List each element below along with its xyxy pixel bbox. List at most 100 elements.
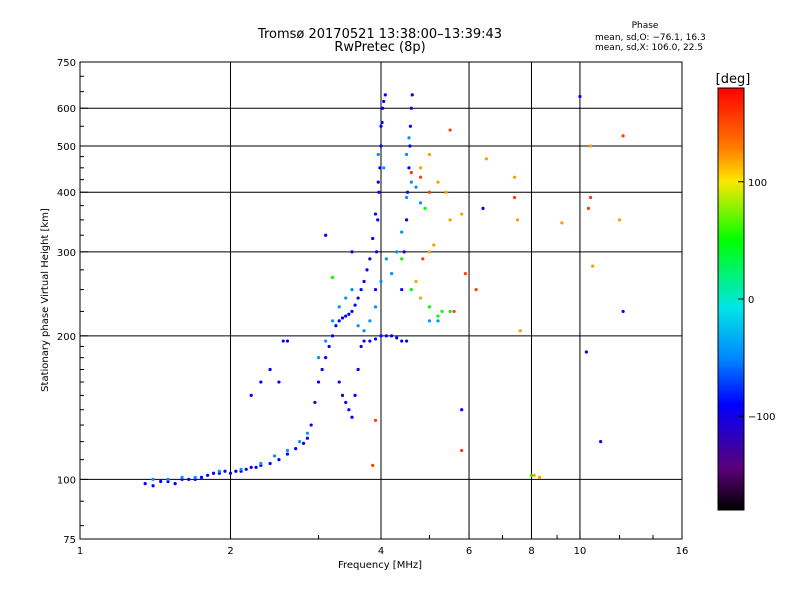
data-point [378,166,382,170]
data-point [259,380,263,384]
colorbar-tick-label: −100 [748,412,775,423]
data-point [371,463,375,467]
data-point [395,336,399,340]
data-point [199,475,204,479]
data-point [395,250,399,254]
data-point [408,144,412,148]
data-point [414,185,418,189]
data-point [404,339,409,343]
data-point [404,218,409,222]
data-point [407,136,411,140]
data-point [320,367,324,372]
y-tick-label: 500 [57,142,76,153]
data-point [584,350,588,354]
data-point [375,250,379,254]
data-point [368,319,372,323]
data-point [268,367,272,372]
data-point [365,268,369,272]
data-point [418,296,423,300]
data-point [340,316,345,320]
data-point [409,180,413,184]
x-axis-label: Frequency [MHz] [338,560,422,571]
data-point [376,180,380,184]
data-point [621,309,625,314]
data-point [305,436,309,440]
data-point [324,233,328,237]
data-point [402,250,406,254]
data-point [380,120,384,125]
data-point [423,206,427,210]
data-point [436,180,440,184]
data-point [448,128,452,132]
data-point [382,166,386,170]
data-point [344,400,348,405]
colorbar-tick-label: 0 [748,295,754,306]
data-point [427,305,432,309]
chart-subtitle: RwPretec (8p) [334,40,426,55]
data-point [356,367,360,372]
data-point [418,201,423,205]
colorbar-label: [deg] [716,72,751,87]
data-point [362,329,366,333]
data-point [591,264,595,268]
data-point [254,465,258,469]
data-point [379,334,383,338]
data-point [599,440,603,444]
data-point [376,218,380,222]
data-point [353,393,357,398]
data-point [421,257,425,261]
data-point [432,243,436,247]
phase-stats-o: mean, sd,O: −76.1, 16.3 [595,33,706,43]
data-point [272,454,277,458]
data-point [330,319,335,323]
data-point [277,380,281,384]
data-point [409,106,413,110]
data-point [259,461,263,466]
data-point [409,287,413,292]
data-point [347,312,351,316]
data-point [427,152,432,157]
x-tick-label: 4 [378,546,384,557]
data-point [340,393,345,398]
data-point [327,344,331,349]
colorbar-ticks: 100 0 −100 [738,178,775,423]
y-tick-label: 100 [57,475,76,486]
data-point [330,275,335,280]
data-point [350,309,354,314]
data-point [301,441,306,445]
data-point [460,408,464,412]
data-point [285,448,290,453]
data-point [330,334,335,338]
colorbar-tick-label: 100 [748,178,767,189]
axes: 1 2 4 6 8 10 16 75 100 200 300 400 500 600 750 [57,58,688,557]
data-point [617,218,622,222]
data-point [334,324,338,328]
phase-heading: Phase [631,21,659,31]
data-point [359,287,363,292]
data-point [217,469,221,473]
data-point [444,190,448,194]
data-point [588,195,593,200]
x-tick-label: 1 [77,546,83,557]
data-point [347,408,351,412]
data-point [166,477,170,482]
data-point [484,157,489,161]
y-tick-label: 200 [57,332,76,343]
data-point [337,380,341,384]
data-point [405,190,410,194]
y-axis-label: Stationary phase Virtual Height [km] [40,208,51,392]
data-point [285,339,290,343]
data-point [223,469,227,473]
data-point [410,93,414,97]
data-point [377,190,381,194]
x-tick-label: 6 [466,546,472,557]
x-tick-label: 10 [574,546,587,557]
data-point [518,329,522,333]
data-point [359,344,363,349]
data-point [463,272,467,276]
data-point [404,152,409,157]
data-point [460,212,464,216]
data-point [404,195,409,200]
data-point [436,314,440,318]
data-point [586,206,591,210]
